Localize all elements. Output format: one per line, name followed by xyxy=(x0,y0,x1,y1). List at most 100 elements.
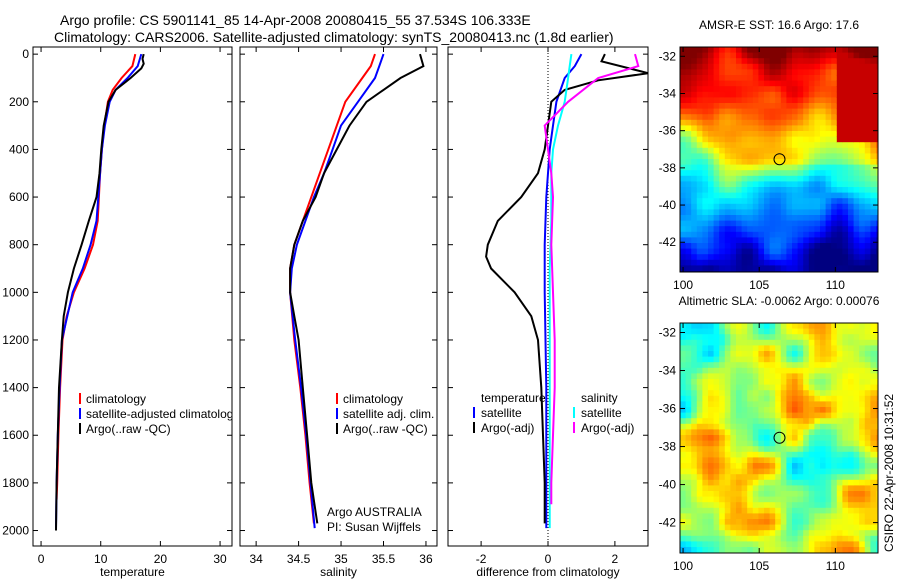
heatmap-cell xyxy=(713,345,720,352)
heatmap-cell xyxy=(713,69,720,76)
heatmap-cell xyxy=(758,541,765,548)
heatmap-cell xyxy=(696,103,703,110)
heatmap-cell xyxy=(780,451,787,458)
heatmap-cell xyxy=(758,524,765,531)
heatmap-cell xyxy=(713,323,720,330)
heatmap-cell xyxy=(702,125,709,132)
heatmap-cell xyxy=(680,468,687,475)
heatmap-cell xyxy=(842,265,849,272)
heatmap-cell xyxy=(708,351,715,358)
heatmap-cell xyxy=(876,485,879,492)
heatmap-cell xyxy=(831,395,838,402)
heatmap-cell xyxy=(842,159,849,166)
heatmap-cell xyxy=(724,496,731,503)
heatmap-cell xyxy=(876,47,879,54)
heatmap-cell xyxy=(814,175,821,182)
heatmap-cell xyxy=(741,502,748,509)
heatmap-cell xyxy=(775,496,782,503)
heatmap-cell xyxy=(724,362,731,369)
heatmap-cell xyxy=(764,412,771,419)
heatmap-cell xyxy=(758,52,765,59)
heatmap-cell xyxy=(842,136,849,143)
heatmap-cell xyxy=(848,524,855,531)
heatmap-cell xyxy=(820,407,827,414)
heatmap-cell xyxy=(747,418,754,425)
heatmap-cell xyxy=(814,451,821,458)
heatmap-cell xyxy=(780,52,787,59)
heatmap-cell xyxy=(741,220,748,227)
heatmap-cell xyxy=(691,136,698,143)
heatmap-cell xyxy=(780,187,787,194)
heatmap-cell xyxy=(820,215,827,222)
heatmap-cell xyxy=(758,131,765,138)
heatmap-cell xyxy=(859,524,866,531)
heatmap-cell xyxy=(764,226,771,233)
heatmap-cell xyxy=(752,547,759,554)
heatmap-cell xyxy=(803,142,810,149)
heatmap-cell xyxy=(758,103,765,110)
heatmap-cell xyxy=(814,131,821,138)
heatmap-cell xyxy=(803,418,810,425)
heatmap-cell xyxy=(836,159,843,166)
heatmap-cell xyxy=(780,69,787,76)
heatmap-cell xyxy=(719,58,726,65)
heatmap-cell xyxy=(696,209,703,216)
heatmap-cell xyxy=(702,63,709,70)
heatmap-cell xyxy=(680,97,687,104)
heatmap-cell xyxy=(747,457,754,464)
heatmap-cell xyxy=(780,485,787,492)
heatmap-cell xyxy=(859,91,866,98)
heatmap-cell xyxy=(808,390,815,397)
heatmap-cell xyxy=(820,192,827,199)
heatmap-cell xyxy=(853,159,860,166)
heatmap-cell xyxy=(736,507,743,514)
heatmap-cell xyxy=(859,220,866,227)
heatmap-cell xyxy=(741,440,748,447)
heatmap-cell xyxy=(758,457,765,464)
heatmap-cell xyxy=(758,423,765,430)
heatmap-cell xyxy=(713,259,720,266)
heatmap-cell xyxy=(792,164,799,171)
heatmap-cell xyxy=(752,367,759,374)
heatmap-cell xyxy=(853,541,860,548)
heatmap-cell xyxy=(708,524,715,531)
heatmap-cell xyxy=(696,496,703,503)
x-tick-label: 0 xyxy=(38,552,45,566)
heatmap-cell xyxy=(836,491,843,498)
heatmap-cell xyxy=(685,345,692,352)
heatmap-cell xyxy=(685,153,692,160)
heatmap-cell xyxy=(696,423,703,430)
heatmap-cell xyxy=(831,142,838,149)
heatmap-cell xyxy=(870,524,877,531)
heatmap-cell xyxy=(876,535,879,542)
heatmap-cell xyxy=(808,524,815,531)
heatmap-cell xyxy=(713,535,720,542)
heatmap-cell xyxy=(780,463,787,470)
heatmap-cell xyxy=(691,75,698,82)
heatmap-cell xyxy=(685,519,692,526)
heatmap-cell xyxy=(820,136,827,143)
heatmap-cell xyxy=(764,114,771,121)
heatmap-cell xyxy=(876,136,879,143)
heatmap-cell xyxy=(853,125,860,132)
heatmap-cell xyxy=(702,80,709,87)
heatmap-cell xyxy=(752,502,759,509)
heatmap-cell xyxy=(764,379,771,386)
heatmap-cell xyxy=(836,198,843,205)
heatmap-cell xyxy=(736,86,743,93)
heatmap-cell xyxy=(724,131,731,138)
heatmap-cell xyxy=(708,519,715,526)
heatmap-cell xyxy=(691,362,698,369)
heatmap-cell xyxy=(808,108,815,115)
heatmap-cell xyxy=(769,356,776,363)
heatmap-cell xyxy=(825,524,832,531)
heatmap-cell xyxy=(831,418,838,425)
heatmap-cell xyxy=(808,80,815,87)
heatmap-cell xyxy=(803,91,810,98)
heatmap-cell xyxy=(758,209,765,216)
heatmap-cell xyxy=(814,541,821,548)
heatmap-cell xyxy=(769,440,776,447)
heatmap-cell xyxy=(708,507,715,514)
y-tick-label: -34 xyxy=(659,86,677,100)
